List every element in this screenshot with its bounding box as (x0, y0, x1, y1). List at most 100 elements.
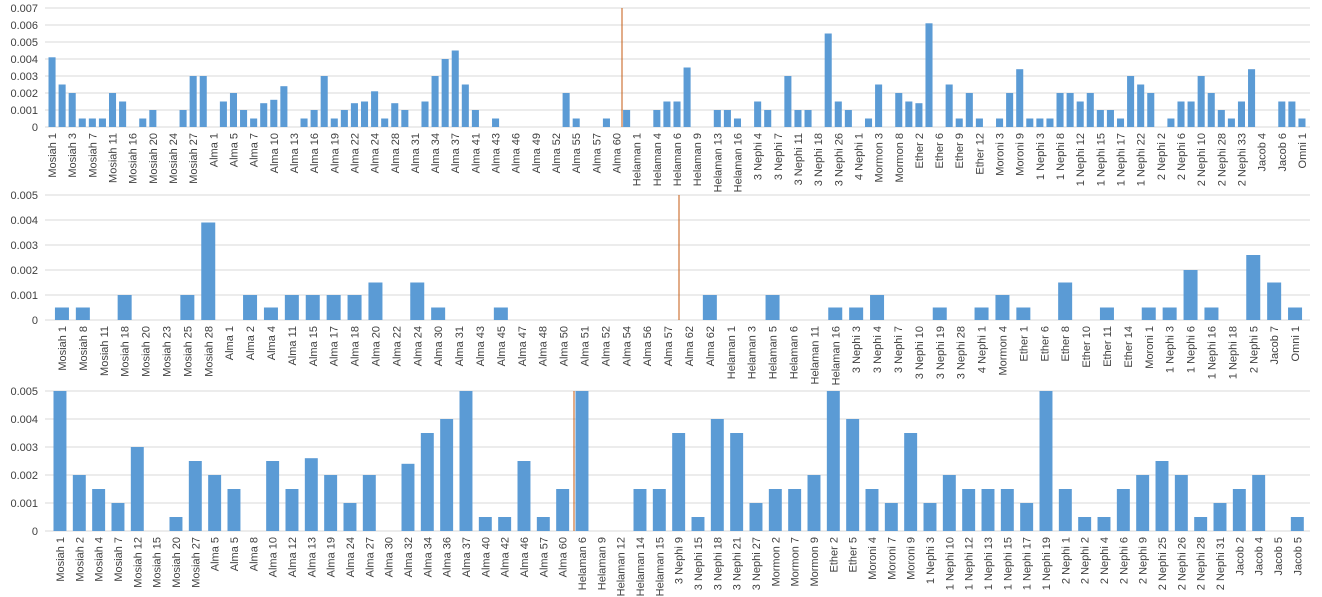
x-tick-label: 1 Nephi 10 (944, 537, 956, 590)
x-tick-label: Moroni 9 (1015, 133, 1027, 176)
bar (1137, 84, 1145, 127)
x-tick-label: Mosiah 1 (55, 537, 67, 582)
x-tick-label: Helaman 16 (830, 326, 842, 385)
x-tick-label: Alma 13 (306, 537, 318, 577)
bar (764, 110, 772, 127)
x-tick-label: Mosiah 8 (78, 326, 90, 371)
bar (381, 118, 389, 127)
bar (360, 101, 369, 127)
x-tick-label: Helaman 14 (635, 537, 647, 596)
bar (305, 295, 320, 320)
x-tick-label: Mosiah 12 (132, 537, 144, 588)
bar (459, 391, 473, 531)
bar (401, 110, 409, 127)
bar (1298, 118, 1306, 127)
x-tick-label: Alma 57 (538, 537, 550, 577)
x-tick-label: Alma 34 (422, 537, 434, 577)
x-tick-label: Mosiah 20 (171, 537, 183, 588)
bar (72, 475, 86, 531)
x-tick-label: 4 Nephi 1 (977, 326, 989, 373)
x-tick-label: Mormon 3 (874, 133, 886, 183)
x-tick-label: Alma 30 (384, 537, 396, 577)
x-tick-label: Alma 43 (475, 326, 487, 366)
x-tick-label: Mosiah 27 (188, 133, 200, 184)
bar (884, 503, 898, 531)
bar (227, 489, 241, 531)
bar (1097, 517, 1111, 531)
x-tick-label: Alma 37 (461, 537, 473, 577)
bar (149, 110, 157, 127)
x-tick-label: Alma 16 (309, 133, 321, 173)
bar (1290, 517, 1304, 531)
bar (440, 419, 454, 531)
bar (1187, 101, 1195, 127)
y-tick-label: 0.006 (10, 20, 38, 32)
x-tick-label: Alma 50 (559, 326, 571, 366)
bar (765, 295, 780, 320)
x-tick-label: Moroni 3 (995, 133, 1007, 176)
bar (441, 59, 449, 127)
bar (1246, 255, 1261, 320)
bar (1288, 307, 1303, 320)
x-tick-label: Ether 2 (914, 133, 926, 168)
x-tick-label: Mosiah 20 (141, 326, 153, 377)
bar (1174, 475, 1188, 531)
bar (788, 489, 802, 531)
x-tick-label: 4 Nephi 1 (853, 133, 865, 180)
y-tick-label: 0.004 (10, 54, 38, 66)
bar (768, 489, 782, 531)
x-tick-label: Ether 10 (1081, 326, 1093, 368)
x-tick-label: Ether 6 (1039, 326, 1051, 361)
bar (53, 391, 67, 531)
x-tick-label: Alma 10 (269, 133, 281, 173)
bar (865, 489, 879, 531)
x-tick-label: Alma 15 (308, 326, 320, 366)
x-tick-label: Alma 17 (329, 326, 341, 366)
x-tick-label: Mormon 2 (770, 537, 782, 587)
x-tick-label: Moroni 1 (1144, 326, 1156, 369)
bar (1252, 475, 1266, 531)
y-tick-label: 0 (32, 526, 38, 538)
bar (1278, 101, 1286, 127)
bar (266, 461, 280, 531)
bar (1237, 101, 1246, 127)
x-tick-label: Alma 11 (287, 326, 299, 366)
x-tick-label: Helaman 15 (654, 537, 666, 596)
x-tick-label: Mosiah 25 (182, 326, 194, 377)
bar (517, 461, 531, 531)
y-tick-label: 0.003 (10, 240, 38, 252)
x-tick-label: Alma 60 (612, 133, 624, 173)
bar (1141, 307, 1156, 320)
bar (904, 433, 918, 531)
x-tick-label: Alma 4 (266, 326, 278, 360)
bar (284, 295, 299, 320)
x-tick-label: Mosiah 20 (148, 133, 160, 184)
bar (1099, 307, 1114, 320)
bar (602, 118, 610, 127)
x-tick-label: Alma 60 (558, 537, 570, 577)
x-tick-label: Alma 43 (491, 133, 503, 173)
bar (1127, 76, 1135, 127)
bar (1116, 118, 1125, 127)
bar (1016, 307, 1031, 320)
x-tick-label: 3 Nephi 19 (935, 326, 947, 379)
bar (754, 101, 762, 127)
bar (1039, 391, 1053, 531)
bar (326, 295, 341, 320)
x-tick-label: Mosiah 4 (94, 537, 106, 582)
y-tick-label: 0.001 (10, 498, 38, 510)
x-tick-label: 3 Nephi 28 (956, 326, 968, 379)
x-tick-label: Alma 24 (370, 133, 382, 173)
bar (368, 282, 383, 320)
bar (111, 503, 125, 531)
bar (794, 110, 802, 127)
x-tick-label: Helaman 4 (652, 133, 664, 186)
y-tick-label: 0.001 (10, 105, 38, 117)
x-tick-label: Alma 37 (450, 133, 462, 173)
bar (201, 222, 216, 320)
bar (92, 489, 106, 531)
x-tick-label: Ether 5 (848, 537, 860, 572)
bar (478, 517, 492, 531)
x-tick-label: 1 Nephi 16 (1206, 326, 1218, 379)
bar (54, 307, 69, 320)
